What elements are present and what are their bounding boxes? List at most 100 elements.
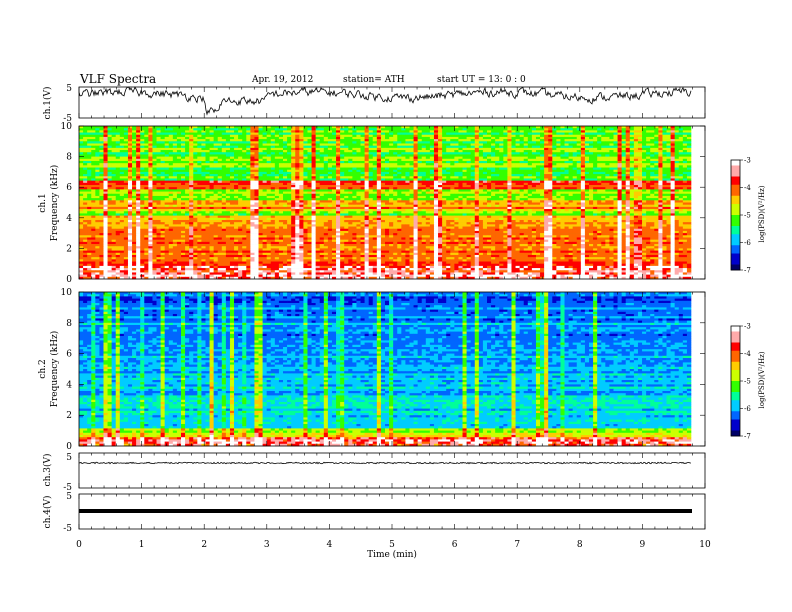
ch1-spectrogram-cell <box>519 171 525 175</box>
ch1-spectrogram-cell <box>152 160 157 164</box>
ch1-spectrogram-cell <box>474 136 480 140</box>
ch1-spectrogram-cell <box>132 163 137 166</box>
ch1-spectrogram-cell <box>348 132 353 136</box>
ch1-spectrogram-cell <box>127 128 133 131</box>
ch1-spectrogram-cell <box>633 189 639 192</box>
ch1-spectrogram-cell <box>605 132 610 136</box>
ch1-spectrogram-cell <box>295 167 300 171</box>
ch1-spectrogram-cell <box>589 176 594 179</box>
ch1-spectrogram-cell <box>621 195 627 199</box>
ch1-spectrogram-cell <box>515 158 520 162</box>
ch1-spectrogram-cell <box>540 134 545 138</box>
ch1-spectrogram-cell <box>287 154 292 157</box>
ch1-spectrogram-cell <box>568 139 573 142</box>
ch1-spectrogram-cell <box>189 154 194 157</box>
ch1-spectrogram-cell <box>446 128 451 131</box>
ch1-spectrogram-cell <box>242 147 247 151</box>
ch1-spectrogram-cell <box>185 163 190 166</box>
ch1-spectrogram-cell <box>589 158 594 162</box>
ch1-spectrogram-cell <box>368 182 374 186</box>
ch1-spectrogram-cell <box>474 154 480 157</box>
ch1-spectrogram-cell <box>438 156 443 160</box>
ch1-spectrogram-cell <box>319 165 325 168</box>
ch1-spectrogram-cell <box>487 182 492 186</box>
ch1-spectrogram-cell <box>315 171 321 175</box>
ch1-spectrogram-cell <box>299 174 304 177</box>
ch1-spectrogram-cell <box>360 193 365 197</box>
ch1-spectrogram-cell <box>654 180 659 184</box>
ch1-spectrogram-cell <box>83 143 88 146</box>
ch1-spectrogram-cell <box>458 152 463 155</box>
ch1-spectrogram-cell <box>478 167 484 171</box>
ch1-spectrogram-cell <box>99 132 104 136</box>
ch1-spectrogram-cell <box>221 141 227 144</box>
ch1-spectrogram-cell <box>470 158 476 162</box>
ch1-spectrogram-cell <box>454 193 459 197</box>
ch1-spectrogram-cell <box>315 139 321 142</box>
ch1-spectrogram-cell <box>91 147 96 151</box>
ch1-spectrogram-cell <box>417 165 423 168</box>
ch1-spectrogram-cell <box>303 128 308 131</box>
ch1-spectrogram-cell <box>331 174 337 177</box>
ch1-spectrogram-cell <box>584 182 590 186</box>
ch1-spectrogram-cell <box>156 145 161 149</box>
ch1-spectrogram-cell <box>197 171 202 175</box>
ch1-spectrogram-cell <box>617 128 622 131</box>
ch1-spectrogram-cell <box>164 171 170 175</box>
ch1-spectrogram-cell <box>625 150 631 153</box>
ch1-spectrogram-cell <box>446 154 451 157</box>
ch1-spectrogram-cell <box>327 154 333 157</box>
ch1-spectrogram-cell <box>193 126 198 129</box>
ch1-spectrogram-cell <box>613 128 618 131</box>
ch1-spectrogram-cell <box>144 147 149 151</box>
ch1-spectrogram-cell <box>344 171 349 175</box>
ch1-spectrogram-cell <box>246 147 251 151</box>
ch1-spectrogram-cell <box>336 169 341 173</box>
ch1-spectrogram-cell <box>225 156 231 160</box>
ch1-spectrogram-cell <box>107 185 112 188</box>
ch1-spectrogram-cell <box>140 182 145 186</box>
ch1-spectrogram-cell <box>617 193 622 197</box>
ch1-spectrogram-cell <box>123 130 129 133</box>
ch1-spectrogram-cell <box>401 136 406 140</box>
ch1-spectrogram-cell <box>307 143 312 146</box>
ch1-spectrogram-cell <box>462 126 467 129</box>
ch1-spectrogram-cell <box>397 134 402 138</box>
ch1-spectrogram-cell <box>560 160 565 164</box>
ch1-spectrogram-cell <box>262 126 267 129</box>
ch1-spectrogram-cell <box>83 158 88 162</box>
ch1-spectrogram-cell <box>99 189 104 192</box>
ch1-spectrogram-cell <box>560 182 565 186</box>
ch1-spectrogram-cell <box>303 150 308 153</box>
ch1-spectrogram-cell <box>115 160 121 164</box>
ch1-spectrogram-cell <box>482 165 488 168</box>
ch1-spectrogram-cell <box>413 145 418 149</box>
ch1-spectrogram-cell <box>466 136 471 140</box>
ch1-spectrogram-cell <box>601 132 606 136</box>
ch1-spectrogram-cell <box>172 150 178 153</box>
ch1-spectrogram-cell <box>682 176 688 179</box>
ch1-spectrogram-cell <box>164 152 170 155</box>
ch1-spectrogram-cell <box>482 191 488 195</box>
ch1-spectrogram-cell <box>201 174 206 177</box>
ch1-spectrogram-cell <box>646 126 651 129</box>
ch1-spectrogram-cell <box>242 167 247 171</box>
ch1-spectrogram-cell <box>462 130 467 133</box>
ch1-spectrogram-cell <box>348 156 353 160</box>
ch1-spectrogram-cell <box>152 193 157 197</box>
ch1-spectrogram-cell <box>103 198 108 201</box>
ch1-spectrogram-cell <box>299 167 304 171</box>
ch1-spectrogram-cell <box>621 193 627 197</box>
ch1-spectrogram-cell <box>438 165 443 168</box>
ch1-spectrogram-cell <box>160 189 165 192</box>
ch1-spectrogram-cell <box>499 163 504 166</box>
ch1-spectrogram-cell <box>572 158 578 162</box>
ch1-spectrogram-cell <box>646 136 651 140</box>
ch1-spectrogram-cell <box>389 185 394 188</box>
ch1-spectrogram-cell <box>474 139 480 142</box>
ch1-spectrogram-cell <box>291 154 296 157</box>
ch1-spectrogram-cell <box>568 180 573 184</box>
ch1-spectrogram-cell <box>270 154 276 157</box>
ch1-spectrogram-cell <box>266 128 272 131</box>
ch1-spectrogram-cell <box>670 158 675 162</box>
